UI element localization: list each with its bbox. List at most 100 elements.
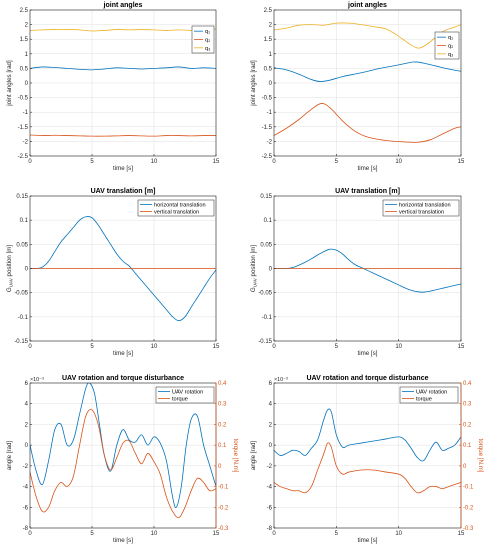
y-tick-label: -0.1 [18, 315, 29, 321]
y-tick-label: -0.5 [262, 96, 273, 102]
x-tick-label: 10 [395, 159, 402, 165]
legend-label: UAV rotation [172, 390, 203, 396]
x-tick-label: 10 [395, 344, 402, 350]
y-right-tick-label: -0.3 [218, 526, 229, 532]
y-tick-label: 0 [269, 267, 273, 273]
x-tick-label: 15 [458, 531, 465, 537]
y-tick-label: 2 [25, 23, 29, 29]
series-line-blue [30, 383, 216, 509]
x-axis-label: time [s] [358, 350, 378, 357]
legend-label: torque [416, 397, 432, 403]
axes-box [29, 382, 217, 529]
legend-label: q₁ [205, 29, 210, 35]
y-tick-label: 0.1 [20, 218, 29, 224]
series-group [30, 383, 216, 519]
chart-title: joint angles [347, 2, 387, 9]
chart-title: UAV translation [m] [91, 188, 156, 195]
y-tick-label: -1.5 [262, 125, 273, 131]
grid [273, 9, 462, 157]
y-tick-label: 0.5 [20, 66, 29, 72]
x-tick-label: 10 [151, 531, 158, 537]
series-line-orange [30, 134, 216, 137]
axes-box [273, 382, 462, 529]
x-axis-label: time [s] [358, 165, 378, 172]
y-tick-label: 4 [269, 402, 273, 408]
y-tick-label: 0 [25, 81, 29, 87]
x-tick-label: 5 [335, 159, 339, 165]
x-axis-label: time [s] [358, 537, 378, 544]
y-tick-label: -6 [267, 505, 273, 511]
legend-label: vertical translation [154, 210, 199, 216]
y-right-tick-label: -0.2 [218, 505, 229, 511]
x-tick-label: 15 [213, 159, 220, 165]
y-tick-label: -0.5 [18, 96, 29, 102]
legend-box [155, 386, 215, 404]
y-right-tick-label: 0.4 [218, 381, 227, 387]
series-line-orange [30, 409, 216, 519]
y-axis-label: angle [rad] [250, 441, 257, 471]
y-tick-label: -8 [23, 526, 29, 532]
series-line-orange [274, 103, 461, 143]
legend-label: horizontal translation [154, 203, 206, 209]
y-tick-label: -0.15 [14, 339, 28, 345]
y-tick-label: 0.1 [264, 218, 273, 224]
y-right-tick-label: -0.2 [463, 505, 474, 511]
chart-p2: 0 5 10 15 -2.5 -2 -1.5 -1 -0.5 0 0.5 1 1.5 2 2.5 joint … [250, 2, 465, 172]
y-right-tick-label: 0.4 [463, 381, 472, 387]
chart-p5: 0 5 10 15 -8 -6 -4 -2 0 2 4 6 -0.3 -0.2 -0.1 0 0.1 0.2 0.3… [6, 375, 239, 544]
y-tick-label: 0.15 [260, 194, 272, 200]
y-tick-label: 1 [269, 52, 273, 58]
y-right-tick-label: 0.2 [218, 422, 227, 428]
x-tick-label: 0 [28, 344, 32, 350]
chart-title: UAV translation [m] [335, 188, 400, 195]
chart-p3: 0 5 10 15 -0.15 -0.1 -0.05 0 0.05 0.1 0.15 UAV tran… [6, 188, 220, 357]
y-tick-label: 2 [269, 422, 273, 428]
y-tick-label: -0.05 [14, 291, 28, 297]
y-axis-label-main: G [6, 287, 13, 292]
y-tick-label: -0.15 [258, 339, 272, 345]
y-tick-label: -8 [267, 526, 273, 532]
legend-label: q₃ [448, 52, 453, 58]
x-tick-label: 10 [151, 159, 158, 165]
chart-p4: 0 5 10 15 -0.15 -0.1 -0.05 0 0.05 0.1 0.15 UAV tran… [250, 188, 465, 357]
legend-label: torque [172, 397, 188, 403]
x-tick-label: 0 [28, 159, 32, 165]
y-axis-label-sub: UAV [9, 277, 14, 287]
y-tick-label: 2.5 [264, 8, 273, 14]
x-tick-label: 5 [90, 344, 94, 350]
y-axis-label-rest: position [m] [6, 245, 13, 279]
y-tick-label: 0.5 [264, 66, 273, 72]
y-right-tick-label: 0.1 [218, 443, 227, 449]
x-axis-label: time [s] [113, 165, 133, 172]
y-tick-label: 0 [25, 443, 29, 449]
y-tick-label: 0 [25, 267, 29, 273]
y-tick-label: 6 [269, 381, 273, 387]
y-tick-label: -2 [23, 139, 29, 145]
y-axis-label: joint angles [rad] [6, 60, 13, 107]
legend-label: vertical translation [399, 210, 444, 216]
y-tick-label: 0 [269, 443, 273, 449]
x-tick-label: 10 [151, 344, 158, 350]
chart-title: UAV rotation and torque disturbance [307, 375, 429, 382]
legend: q₁ q₂ q₃ [434, 31, 460, 60]
y-exponent-label: ×10⁻³ [274, 377, 288, 383]
series-line-blue [274, 408, 461, 462]
x-tick-label: 0 [272, 531, 276, 537]
series-line-blue [274, 61, 461, 82]
y-right-axis-label: torque [N.m] [232, 438, 239, 472]
y-axis-label-sub: UAV [253, 277, 258, 287]
y-tick-label: 4 [25, 402, 29, 408]
series-group [274, 408, 461, 494]
series-line-yellow [274, 22, 461, 49]
grid [29, 9, 217, 157]
y-tick-label: 2 [25, 422, 29, 428]
series-line-blue [30, 66, 216, 71]
y-right-tick-label: 0 [218, 464, 222, 470]
y-axis-label: GUAV position [m] [250, 245, 258, 293]
y-tick-label: -2 [23, 464, 29, 470]
y-tick-label: -2 [267, 464, 273, 470]
legend-label: q₃ [205, 46, 210, 52]
x-tick-label: 5 [335, 531, 339, 537]
series-group [30, 216, 216, 322]
